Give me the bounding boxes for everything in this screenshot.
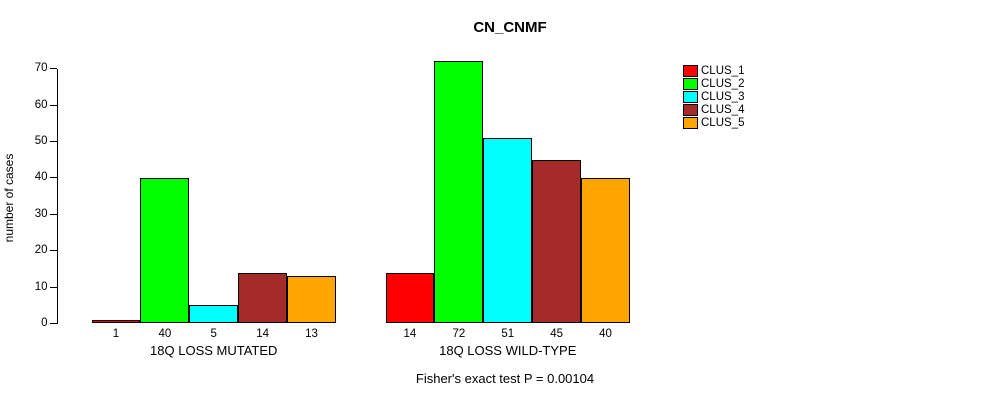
y-tick <box>49 213 57 215</box>
bar-clus_2 <box>434 61 484 324</box>
bar-clus_2 <box>140 177 190 324</box>
group-label: 18Q LOSS MUTATED <box>150 343 278 358</box>
legend-label: CLUS_3 <box>701 90 745 103</box>
y-tick <box>49 68 57 70</box>
bar-clus_3 <box>189 305 239 324</box>
y-tick <box>49 286 57 288</box>
y-tick-label: 40 <box>34 171 48 184</box>
legend-label: CLUS_2 <box>701 77 745 90</box>
legend-label: CLUS_5 <box>701 116 745 129</box>
y-axis-line <box>56 68 58 325</box>
legend-swatch <box>683 77 698 90</box>
y-tick <box>49 250 57 252</box>
legend-swatch <box>683 64 698 77</box>
bar-clus_5 <box>581 177 630 324</box>
bar-value-label: 5 <box>210 327 217 340</box>
y-tick <box>49 141 57 142</box>
y-tick-label: 70 <box>34 62 48 75</box>
legend-swatch <box>683 103 698 116</box>
bar-clus_5 <box>287 276 336 324</box>
bar-value-label: 1 <box>112 327 120 340</box>
bar-clus_3 <box>483 137 533 324</box>
bar-value-label: 40 <box>158 327 172 340</box>
chart-title: CN_CNMF <box>473 19 547 36</box>
bar-value-label: 51 <box>501 327 515 340</box>
bar-clus_1 <box>91 319 141 324</box>
fisher-test-annotation: Fisher's exact test P = 0.00104 <box>415 371 595 386</box>
y-tick-label: 10 <box>34 280 48 293</box>
bar-clus_1 <box>385 272 435 324</box>
y-tick <box>49 177 57 179</box>
bar-value-label: 13 <box>305 327 318 340</box>
legend-label: CLUS_4 <box>701 103 745 116</box>
y-tick-label: 20 <box>34 244 48 257</box>
bar-value-label: 45 <box>550 327 564 340</box>
y-axis-label: number of cases <box>2 153 16 243</box>
y-tick <box>49 104 57 106</box>
y-tick-label: 50 <box>34 135 48 147</box>
y-tick-label: 30 <box>34 207 48 220</box>
bar-value-label: 14 <box>256 327 270 340</box>
bar-value-label: 14 <box>403 327 417 340</box>
y-tick-label: 60 <box>34 98 48 111</box>
bar-value-label: 72 <box>452 327 466 340</box>
group-label: 18Q LOSS WILD-TYPE <box>439 343 577 358</box>
legend-swatch <box>683 90 698 103</box>
bar-clus_4 <box>238 272 288 324</box>
y-tick <box>49 323 57 324</box>
y-tick-label: 0 <box>41 317 48 329</box>
legend-swatch <box>683 116 698 129</box>
bar-clus_4 <box>532 159 582 324</box>
legend-label: CLUS_1 <box>701 64 745 77</box>
bar-value-label: 40 <box>599 327 612 340</box>
